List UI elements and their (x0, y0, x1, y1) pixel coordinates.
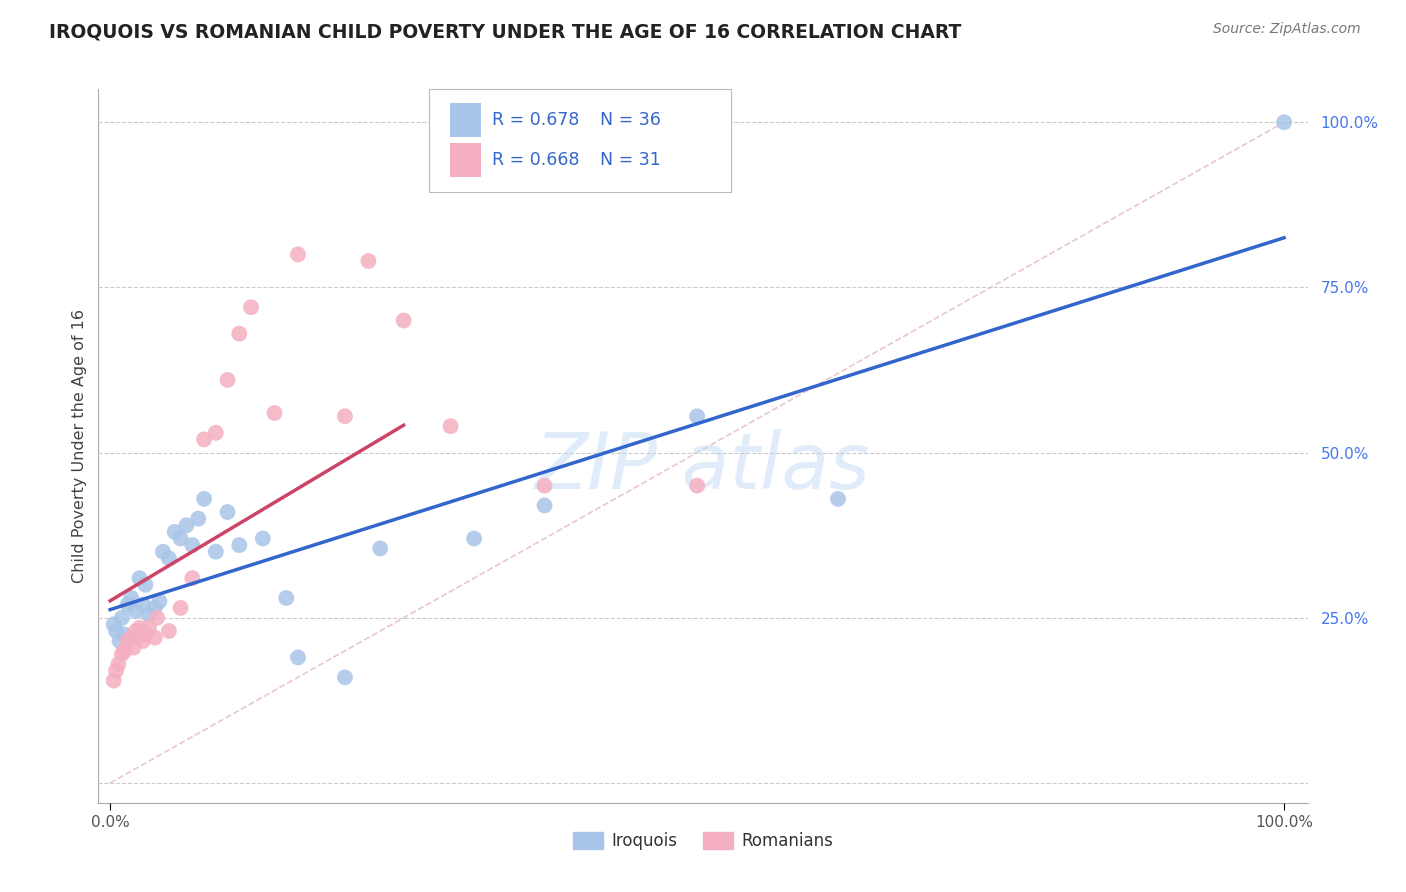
Point (157, 551, 180, 566)
Point (128, 571, 150, 585)
Point (117, 634, 139, 648)
Point (357, 254, 380, 268)
Point (120, 591, 142, 605)
Point (228, 538, 250, 552)
Point (204, 545, 226, 559)
Text: N = 36: N = 36 (600, 112, 661, 129)
Point (111, 647, 134, 661)
Point (107, 657, 129, 671)
Point (125, 624, 148, 638)
Point (143, 600, 166, 615)
Point (138, 607, 160, 622)
Point (176, 518, 198, 533)
Legend: Iroquois, Romanians: Iroquois, Romanians (565, 824, 841, 859)
Point (143, 631, 166, 645)
Point (157, 624, 180, 638)
Point (217, 373, 239, 387)
Point (240, 300, 263, 314)
Point (122, 631, 145, 645)
Point (134, 578, 156, 592)
Text: ZIP atlas: ZIP atlas (536, 429, 870, 506)
Text: N = 31: N = 31 (600, 151, 661, 169)
Point (193, 433, 215, 447)
Point (827, 491, 849, 506)
Point (112, 644, 135, 658)
Point (439, 419, 461, 434)
Point (333, 409, 356, 424)
Point (132, 598, 155, 612)
Point (287, 247, 309, 261)
Point (686, 409, 709, 424)
Point (193, 491, 215, 506)
Point (228, 326, 250, 341)
Point (533, 478, 555, 492)
Point (112, 627, 135, 641)
Point (105, 664, 128, 678)
Point (169, 600, 191, 615)
Point (146, 611, 169, 625)
Point (368, 541, 391, 556)
Point (392, 313, 415, 327)
Point (463, 532, 485, 546)
Point (287, 650, 309, 665)
Point (103, 673, 125, 688)
Point (111, 611, 134, 625)
Point (132, 634, 155, 648)
Point (169, 532, 191, 546)
Point (181, 538, 204, 552)
Point (204, 425, 226, 440)
Text: Source: ZipAtlas.com: Source: ZipAtlas.com (1213, 22, 1361, 37)
Point (1272, 115, 1295, 129)
Point (276, 591, 298, 605)
Text: R = 0.668: R = 0.668 (492, 151, 579, 169)
Point (163, 524, 186, 539)
Point (125, 604, 148, 618)
Point (117, 598, 139, 612)
Point (122, 640, 145, 655)
Point (138, 621, 160, 635)
Point (252, 532, 274, 546)
Y-axis label: Child Poverty Under the Age of 16: Child Poverty Under the Age of 16 (72, 309, 87, 583)
Point (533, 499, 555, 513)
Point (128, 621, 150, 635)
Point (103, 617, 125, 632)
Point (148, 594, 170, 608)
Point (120, 631, 142, 645)
Point (217, 505, 239, 519)
Point (263, 406, 285, 420)
Point (152, 545, 174, 559)
Point (686, 478, 709, 492)
Text: IROQUOIS VS ROMANIAN CHILD POVERTY UNDER THE AGE OF 16 CORRELATION CHART: IROQUOIS VS ROMANIAN CHILD POVERTY UNDER… (49, 22, 962, 41)
Point (333, 670, 356, 684)
Point (187, 511, 209, 525)
Point (105, 624, 128, 638)
Point (108, 634, 131, 648)
Text: R = 0.678: R = 0.678 (492, 112, 579, 129)
Point (181, 571, 204, 585)
Point (134, 627, 156, 641)
